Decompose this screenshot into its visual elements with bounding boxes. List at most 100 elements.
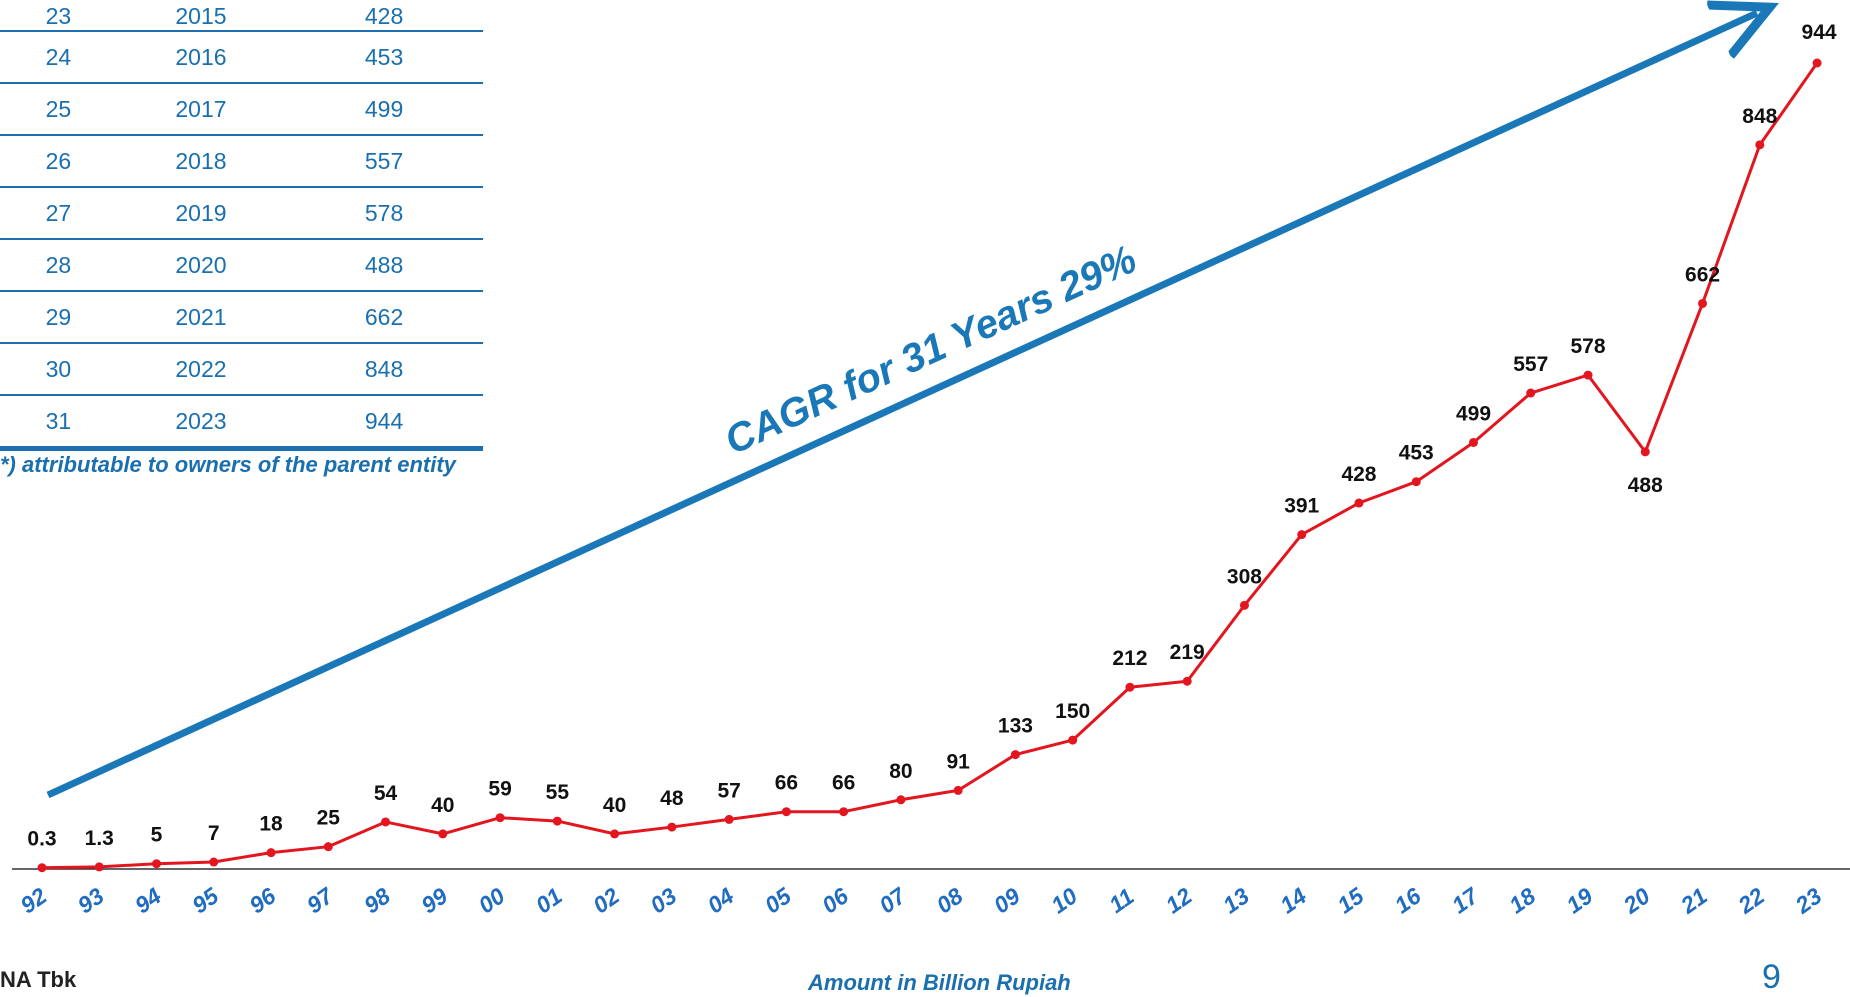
data-label: 40 bbox=[431, 794, 454, 817]
x-tick-label: 22 bbox=[1732, 882, 1769, 919]
data-label: 55 bbox=[546, 781, 570, 804]
data-point bbox=[381, 817, 391, 827]
table-row: 26 2018 557 bbox=[0, 135, 483, 188]
table-row: 31 2023 944 bbox=[0, 395, 483, 451]
profit-cell: 848 bbox=[285, 343, 483, 396]
x-tick-label: 21 bbox=[1675, 882, 1712, 919]
profit-table: 23 2015 428 24 2016 453 25 2017 499 26 2018 557 27 20… bbox=[0, 0, 490, 451]
row-number-cell: 27 bbox=[0, 187, 117, 240]
data-label: 150 bbox=[1055, 700, 1090, 723]
x-tick-label: 96 bbox=[245, 882, 281, 918]
data-label: 66 bbox=[775, 772, 798, 795]
data-label: 499 bbox=[1456, 402, 1491, 425]
data-point bbox=[1698, 298, 1708, 308]
table-row: 23 2015 428 bbox=[0, 0, 483, 32]
year-cell: 2019 bbox=[116, 187, 286, 240]
data-point bbox=[266, 848, 276, 858]
profit-cell: 428 bbox=[285, 0, 483, 32]
data-point bbox=[667, 822, 677, 832]
data-point bbox=[781, 807, 791, 817]
x-tick-label: 92 bbox=[15, 882, 51, 918]
year-cell: 2016 bbox=[116, 31, 286, 84]
data-point bbox=[839, 807, 849, 817]
profit-cell: 944 bbox=[285, 395, 483, 451]
x-tick-label: 04 bbox=[703, 882, 739, 918]
table-row: 29 2021 662 bbox=[0, 291, 483, 344]
row-number-cell: 24 bbox=[0, 31, 117, 84]
data-point bbox=[1125, 682, 1135, 692]
data-label: 453 bbox=[1399, 442, 1434, 465]
x-tick-label: 15 bbox=[1332, 882, 1369, 919]
row-number-cell: 25 bbox=[0, 83, 117, 136]
profit-cell: 578 bbox=[285, 187, 483, 240]
x-tick-label: 93 bbox=[73, 882, 109, 918]
series-line bbox=[41, 62, 1819, 870]
data-point bbox=[209, 857, 219, 867]
data-label: 48 bbox=[660, 787, 684, 810]
x-tick-label: 16 bbox=[1390, 882, 1426, 918]
data-label: 212 bbox=[1112, 647, 1147, 670]
data-label: 0.3 bbox=[27, 828, 56, 851]
data-point bbox=[438, 829, 448, 839]
data-label: 25 bbox=[317, 807, 341, 830]
data-label: 1.3 bbox=[85, 827, 114, 850]
x-tick-label: 01 bbox=[531, 882, 567, 918]
table-row: 25 2017 499 bbox=[0, 83, 483, 136]
data-point bbox=[1239, 600, 1249, 610]
company-name: NA Tbk bbox=[0, 967, 77, 992]
data-point bbox=[1640, 447, 1650, 457]
row-number-cell: 26 bbox=[0, 135, 117, 188]
data-label: 133 bbox=[998, 715, 1033, 738]
x-tick-label: 00 bbox=[474, 882, 510, 918]
cagr-trend-arrow bbox=[46, 13, 1757, 799]
row-number-cell: 28 bbox=[0, 239, 117, 292]
x-tick-label: 07 bbox=[874, 882, 911, 919]
year-cell: 2018 bbox=[116, 135, 286, 188]
x-tick-label: 02 bbox=[588, 882, 624, 918]
data-point bbox=[1812, 58, 1822, 68]
row-number-cell: 31 bbox=[0, 395, 117, 451]
data-label: 219 bbox=[1170, 641, 1205, 664]
data-point bbox=[1068, 735, 1078, 745]
data-label: 428 bbox=[1341, 463, 1376, 486]
data-point bbox=[1583, 370, 1593, 380]
data-point bbox=[94, 862, 104, 872]
data-label: 59 bbox=[488, 778, 511, 801]
table-row: 30 2022 848 bbox=[0, 343, 483, 396]
unit-note: Amount in Billion Rupiah bbox=[808, 970, 1071, 995]
x-tick-label: 10 bbox=[1046, 882, 1082, 918]
data-label: 391 bbox=[1284, 495, 1319, 518]
data-label: 578 bbox=[1570, 335, 1605, 358]
data-label: 308 bbox=[1227, 565, 1262, 588]
profit-cell: 488 bbox=[285, 239, 483, 292]
table-row: 28 2020 488 bbox=[0, 239, 483, 292]
data-point bbox=[1411, 477, 1421, 487]
data-point bbox=[495, 813, 505, 823]
x-tick-label: 17 bbox=[1447, 882, 1484, 919]
data-point bbox=[610, 829, 620, 839]
data-point bbox=[323, 842, 333, 852]
year-cell: 2020 bbox=[116, 239, 286, 292]
data-label: 662 bbox=[1685, 263, 1720, 286]
data-point bbox=[552, 816, 562, 826]
profit-cell: 499 bbox=[285, 83, 483, 136]
x-tick-label: 12 bbox=[1161, 882, 1197, 918]
x-tick-label: 13 bbox=[1218, 882, 1254, 918]
data-label: 488 bbox=[1628, 474, 1663, 497]
page-number: 9 bbox=[1762, 958, 1781, 996]
x-tick-label: 99 bbox=[416, 882, 452, 918]
data-label: 7 bbox=[208, 822, 220, 845]
data-label: 57 bbox=[717, 779, 740, 802]
data-label: 557 bbox=[1513, 353, 1548, 376]
data-point bbox=[896, 795, 906, 805]
row-number-cell: 23 bbox=[0, 0, 117, 32]
x-tick-label: 14 bbox=[1275, 882, 1311, 918]
data-point bbox=[724, 814, 734, 824]
x-tick-label: 94 bbox=[130, 882, 166, 918]
x-tick-label: 11 bbox=[1104, 883, 1138, 918]
table-row: 24 2016 453 bbox=[0, 31, 483, 84]
x-tick-label: 20 bbox=[1618, 882, 1655, 919]
cagr-annotation: CAGR for 31 Years 29% bbox=[718, 237, 1143, 463]
x-tick-label: 06 bbox=[817, 882, 853, 918]
